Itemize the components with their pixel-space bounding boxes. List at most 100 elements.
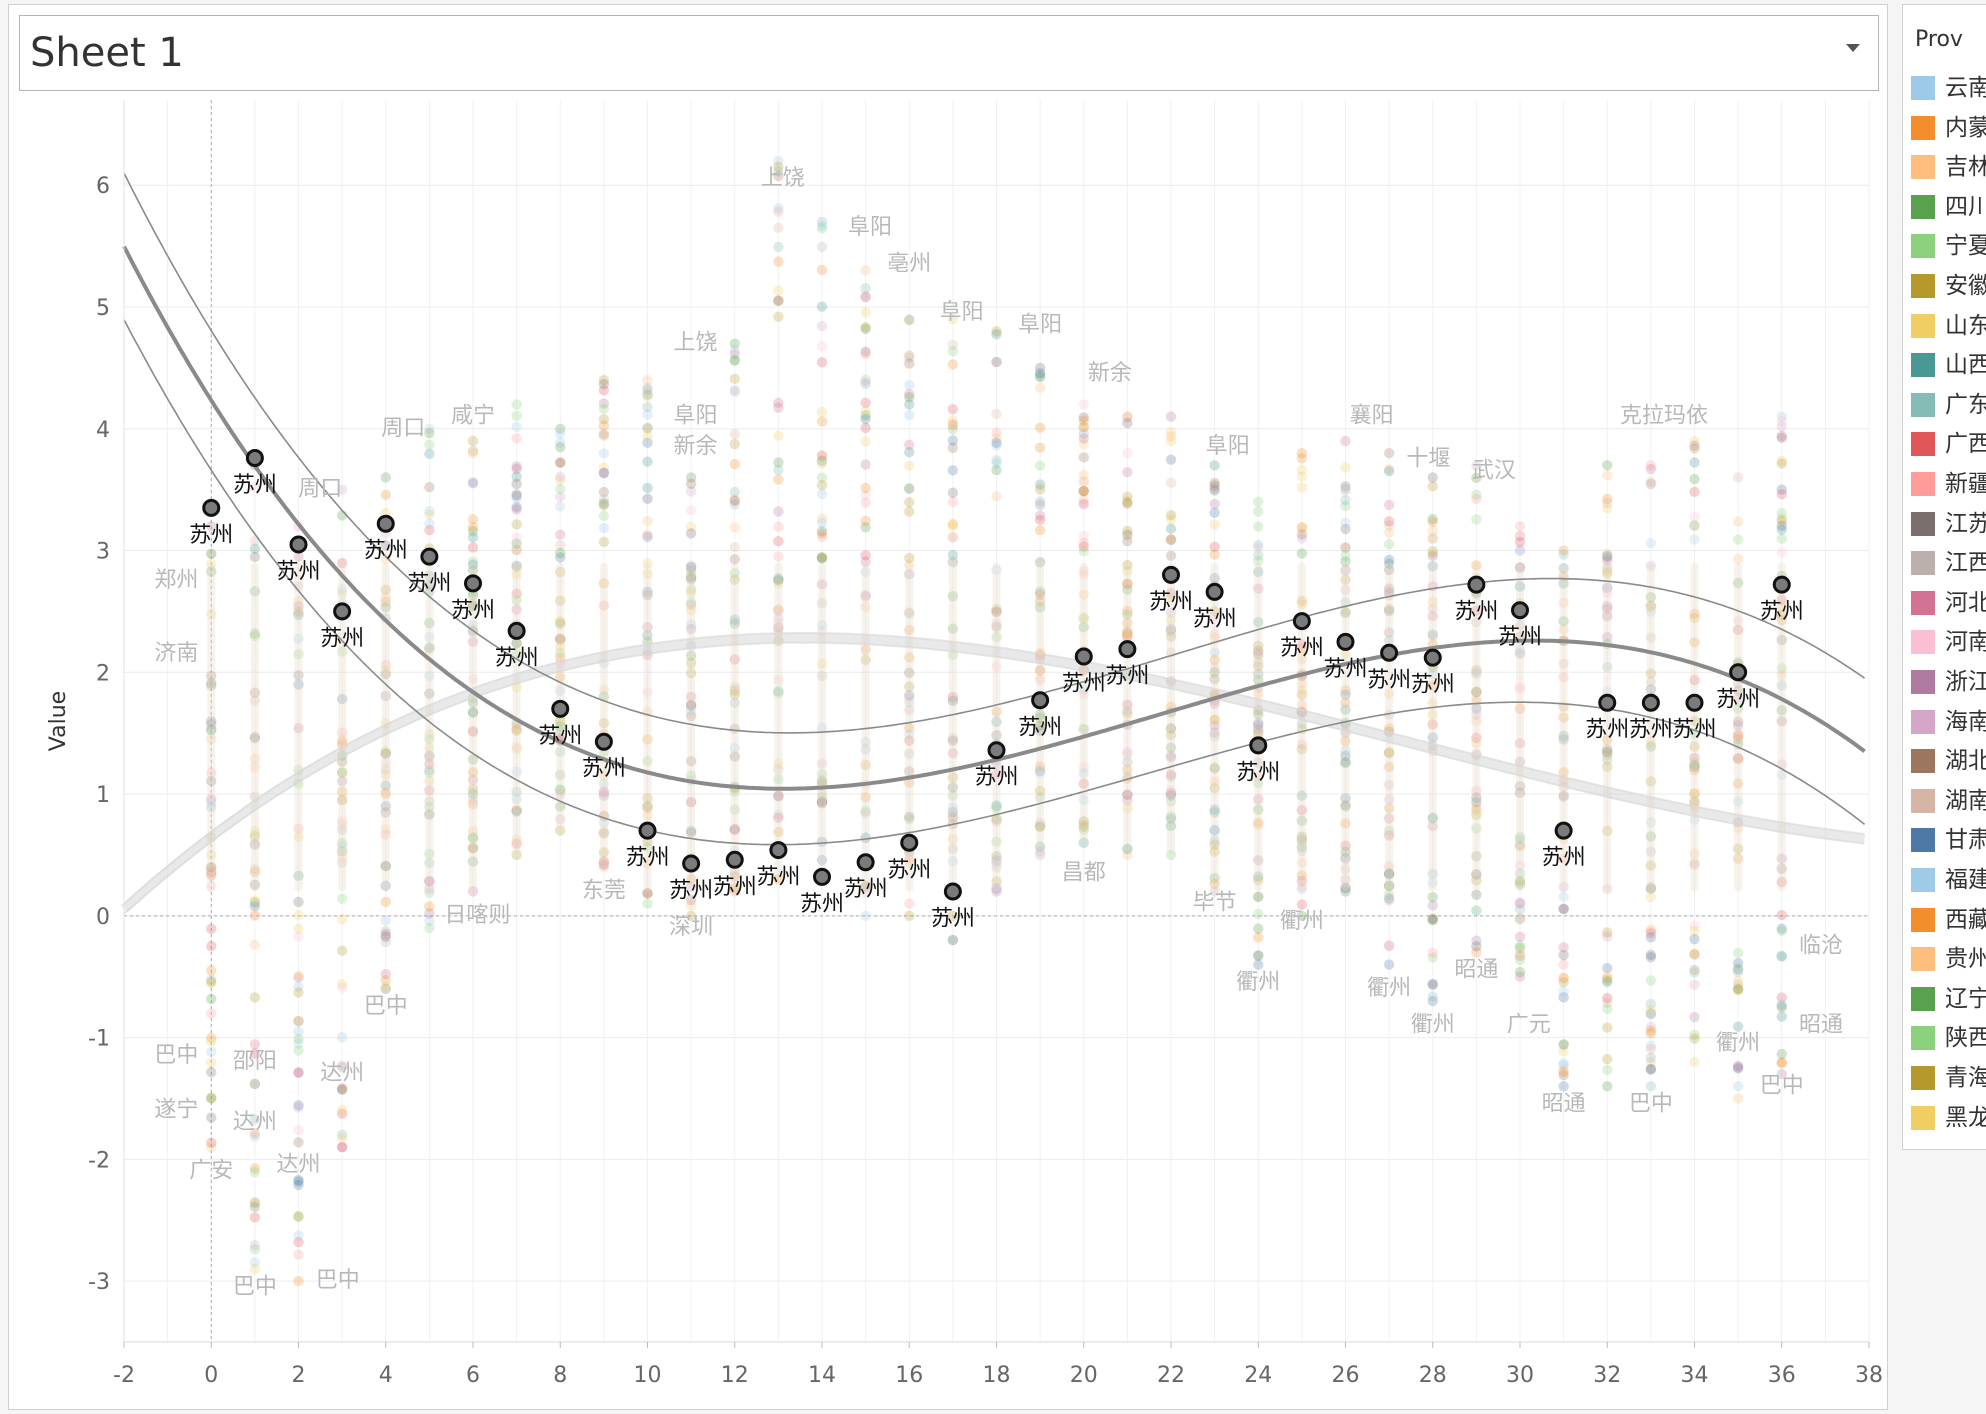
background-point: [1689, 761, 1700, 772]
background-point: [1253, 871, 1264, 882]
background-point: [904, 446, 915, 458]
background-point: [598, 827, 610, 838]
background-point: [729, 345, 740, 356]
background-point: [467, 446, 479, 457]
background-point: [1776, 547, 1787, 558]
background-point: [293, 987, 304, 998]
background-point: [1340, 500, 1351, 512]
background-point: [904, 460, 915, 471]
background-point: [816, 792, 828, 803]
background-point: [1558, 791, 1569, 802]
background-point: [1776, 909, 1787, 921]
background-point: [947, 532, 959, 543]
background-point: [1471, 605, 1482, 616]
legend-swatch: [1911, 76, 1935, 100]
background-point: [1078, 422, 1089, 433]
background-point: [1034, 525, 1046, 536]
background-point: [1078, 469, 1089, 481]
sheet-title: Sheet 1: [30, 30, 184, 76]
background-point: [860, 888, 871, 899]
background-point: [424, 785, 435, 796]
background-point: [206, 1141, 217, 1153]
background-point: [206, 865, 217, 876]
background-point: [1034, 664, 1046, 676]
background-point: [293, 1124, 304, 1136]
background-point: [1340, 550, 1351, 562]
legend-swatch: [1911, 868, 1935, 892]
background-point: [1558, 578, 1569, 589]
background-point: [1514, 781, 1526, 792]
background-point: [1514, 562, 1526, 573]
background-point: [991, 604, 1002, 615]
background-point: [467, 856, 479, 867]
background-point: [685, 755, 697, 767]
background-point: [1776, 430, 1787, 442]
background-point: [555, 491, 566, 502]
background-point: [642, 589, 653, 601]
background-point: [1122, 631, 1133, 643]
background-point: [1689, 520, 1700, 531]
y-tick-label: 4: [96, 418, 110, 443]
background-point: [1732, 753, 1744, 764]
background-point: [1165, 477, 1177, 489]
background-point: [1514, 562, 1526, 573]
background-point: [642, 586, 653, 598]
background-column-band: [1734, 562, 1743, 892]
background-point: [1034, 556, 1046, 568]
background-point: [1383, 520, 1395, 531]
background-point: [1602, 548, 1613, 559]
background-point: [555, 801, 566, 812]
background-point: [816, 528, 828, 539]
background-point: [206, 608, 217, 620]
background-point: [642, 687, 653, 698]
background-point: [685, 486, 697, 497]
background-point: [1034, 589, 1046, 600]
background-point: [1645, 883, 1657, 895]
background-point: [1558, 712, 1569, 723]
background-point: [555, 615, 566, 627]
background-point: [467, 832, 479, 843]
background-point: [555, 529, 566, 540]
background-point: [467, 707, 479, 718]
background-point: [642, 898, 653, 909]
legend-label: 山东: [1945, 312, 1986, 339]
annotation-label: 巴中: [364, 994, 408, 1019]
background-point: [380, 553, 391, 564]
background-point: [947, 313, 959, 325]
legend-label: 辽宁: [1945, 985, 1986, 1012]
background-point: [1514, 738, 1526, 749]
y-tick-label: -3: [88, 1270, 110, 1295]
background-point: [1165, 411, 1177, 422]
background-point: [1296, 699, 1308, 711]
background-point: [1078, 493, 1089, 505]
background-point: [1253, 891, 1264, 902]
background-point: [206, 558, 217, 570]
background-point: [249, 733, 261, 744]
background-column-band: [905, 562, 914, 892]
background-point: [1514, 580, 1526, 592]
background-point: [685, 698, 697, 709]
background-point: [685, 587, 697, 599]
background-point: [598, 494, 610, 505]
background-point: [685, 570, 697, 581]
background-point: [1209, 839, 1220, 850]
background-point: [816, 758, 828, 769]
background-point: [773, 206, 784, 217]
sheet-title-dropdown[interactable]: Sheet 1: [19, 15, 1879, 91]
chevron-down-icon[interactable]: [1846, 44, 1860, 52]
background-point: [1427, 913, 1438, 924]
background-point: [1296, 910, 1308, 922]
background-point: [991, 851, 1002, 862]
background-point: [1209, 632, 1220, 644]
background-point: [729, 373, 740, 385]
background-point: [1776, 520, 1787, 531]
background-point: [1122, 417, 1133, 429]
legend-label: 湖北: [1945, 748, 1986, 775]
legend-label: 河南: [1945, 629, 1986, 656]
background-point: [380, 829, 391, 840]
background-point: [293, 600, 304, 612]
background-point: [467, 767, 479, 778]
background-point: [1558, 790, 1569, 801]
background-point: [1514, 544, 1526, 555]
background-point: [511, 461, 522, 472]
